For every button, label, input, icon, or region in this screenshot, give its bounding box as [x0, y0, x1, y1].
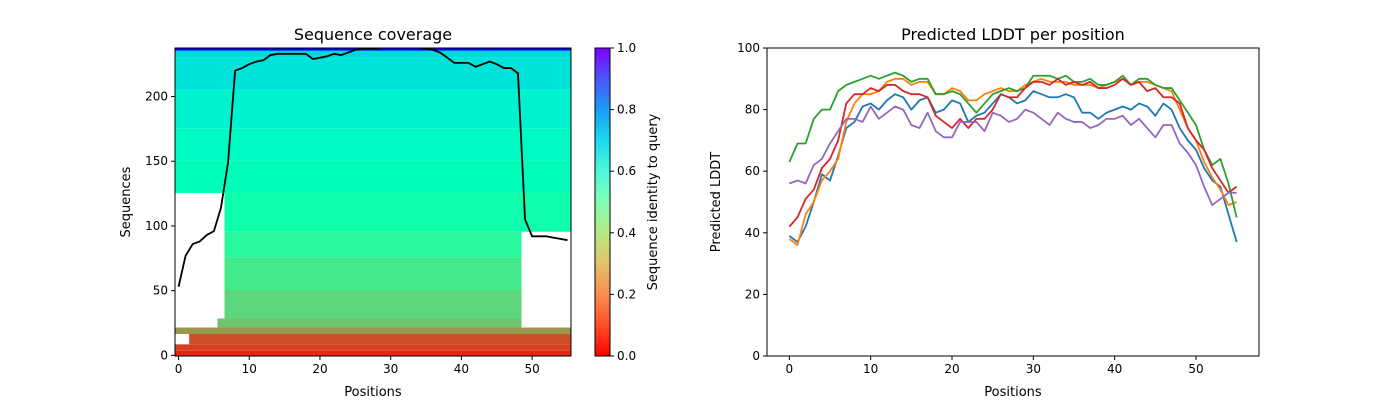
colorbar-tick-label: 0.0: [617, 349, 636, 363]
coverage-title: Sequence coverage: [294, 25, 452, 44]
lddt-series-line: [788, 71, 1238, 218]
coverage-band: [175, 50, 571, 58]
lddt-x-tick-label: 20: [944, 362, 959, 376]
coverage-band: [224, 257, 522, 290]
coverage-band: [175, 89, 571, 129]
lddt-series-line: [788, 77, 1237, 247]
lddt-x-tick-label: 40: [1107, 362, 1122, 376]
coverage-x-tick-label: 40: [454, 362, 469, 376]
lddt-y-tick-label: 80: [745, 103, 760, 117]
coverage-band: [175, 327, 571, 334]
lddt-x-label: Positions: [984, 385, 1042, 400]
coverage-band: [175, 57, 571, 90]
coverage-x-label: Positions: [344, 385, 402, 400]
coverage-panel: Sequence coverage 0 10 20 30 40 50 0 50 100 150 2…: [119, 25, 572, 400]
colorbar: 0.0 0.2 0.4 0.6 0.8 1.0 Sequence identity to …: [594, 41, 661, 363]
colorbar-tick-label: 0.6: [617, 164, 636, 178]
lddt-y-label: Predicted LDDT: [709, 152, 724, 252]
lddt-panel: Predicted LDDT per position 0 10 20 30 40 50 …: [709, 25, 1260, 400]
coverage-y-tick-label: 100: [145, 219, 168, 233]
lddt-y-tick-label: 0: [752, 349, 760, 363]
lddt-x-ticks: 0 10 20 30 40 50: [786, 356, 1204, 376]
lddt-x-tick-label: 0: [786, 362, 794, 376]
coverage-band: [175, 344, 571, 351]
lddt-title: Predicted LDDT per position: [901, 25, 1125, 44]
coverage-x-tick-label: 10: [242, 362, 257, 376]
colorbar-label: Sequence identity to query: [646, 113, 661, 290]
coverage-band: [189, 334, 571, 345]
coverage-band: [224, 231, 522, 258]
coverage-x-tick-label: 50: [524, 362, 539, 376]
colorbar-tick-label: 0.2: [617, 287, 636, 301]
lddt-series-line: [788, 77, 1238, 228]
coverage-x-tick-label: 20: [312, 362, 327, 376]
coverage-x-ticks: 0 10 20 30 40 50: [175, 356, 540, 376]
lddt-series: [788, 71, 1238, 247]
lddt-y-tick-label: 60: [745, 164, 760, 178]
colorbar-ticks: 0.0 0.2 0.4 0.6 0.8 1.0: [610, 41, 636, 363]
coverage-y-tick-label: 200: [145, 90, 168, 104]
coverage-band: [217, 318, 522, 328]
lddt-y-ticks: 0 20 40 60 80 100: [737, 41, 767, 363]
coverage-band: [175, 128, 571, 161]
coverage-band: [175, 160, 571, 193]
lddt-x-tick-label: 50: [1188, 362, 1203, 376]
colorbar-tick-label: 1.0: [617, 41, 636, 55]
colorbar-tick-label: 0.8: [617, 103, 636, 117]
coverage-y-tick-label: 50: [153, 284, 168, 298]
coverage-y-ticks: 0 50 100 150 200: [145, 90, 175, 362]
coverage-heatmap: [175, 48, 571, 356]
lddt-x-tick-label: 10: [863, 362, 878, 376]
coverage-axes-frame: [174, 47, 572, 357]
lddt-y-tick-label: 40: [745, 226, 760, 240]
coverage-band: [224, 192, 571, 232]
lddt-series-line: [788, 90, 1238, 243]
colorbar-tick-label: 0.4: [617, 226, 636, 240]
coverage-y-label: Sequences: [119, 166, 134, 237]
lddt-x-tick-label: 30: [1026, 362, 1041, 376]
colorbar-gradient: [594, 47, 611, 357]
coverage-band: [175, 350, 571, 356]
coverage-y-tick-label: 150: [145, 154, 168, 168]
lddt-series-line: [789, 105, 1237, 206]
coverage-x-tick-label: 0: [175, 362, 183, 376]
lddt-y-tick-label: 20: [745, 287, 760, 301]
coverage-band: [224, 290, 522, 319]
coverage-y-tick-label: 0: [160, 348, 168, 362]
lddt-axes-frame: [766, 47, 1260, 357]
coverage-x-tick-label: 30: [383, 362, 398, 376]
lddt-y-tick-label: 100: [737, 41, 760, 55]
coverage-line: [177, 48, 568, 287]
